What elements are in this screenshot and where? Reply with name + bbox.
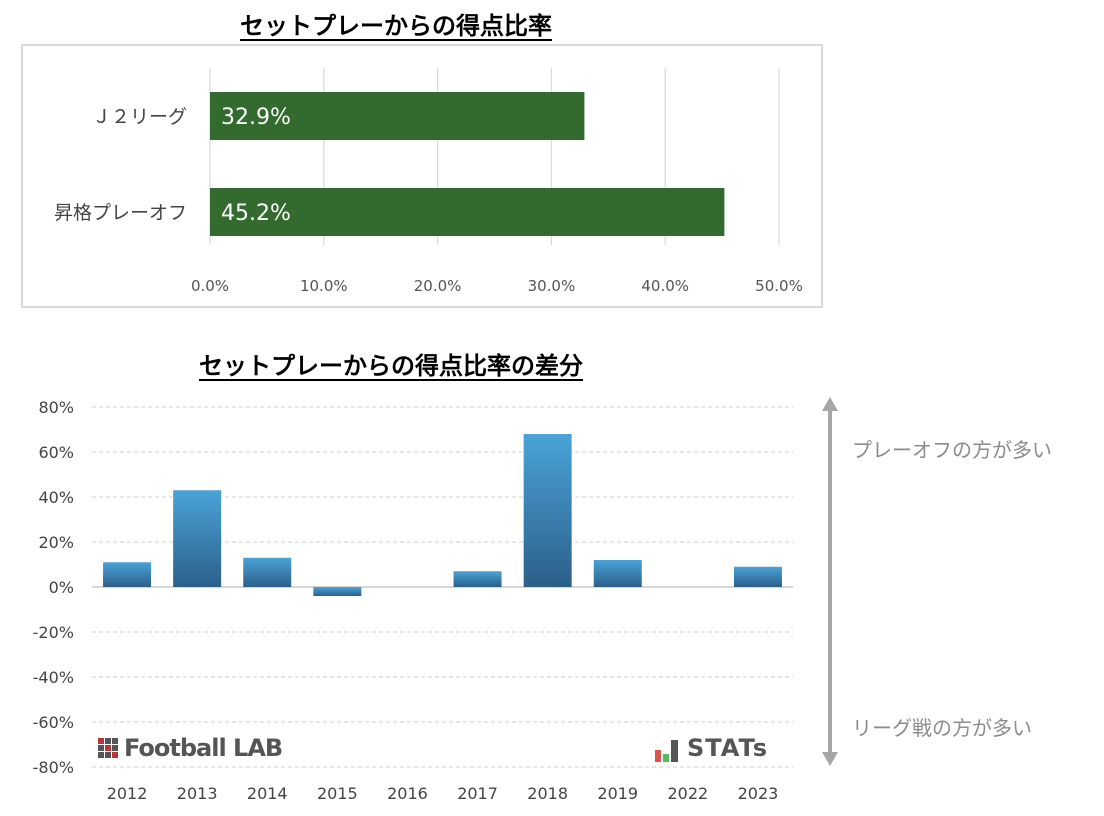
y-tick-label: 20% xyxy=(38,533,74,552)
x-tick-label: 2012 xyxy=(107,784,148,803)
y-tick-label: -60% xyxy=(33,713,74,732)
x-tick-label: 2016 xyxy=(387,784,428,803)
x-tick-label: 2017 xyxy=(457,784,498,803)
y-tick-label: -40% xyxy=(33,668,74,687)
bar-2023 xyxy=(733,566,782,587)
x-tick-label: 2015 xyxy=(317,784,358,803)
bar-2015 xyxy=(313,587,362,596)
chart1-panel xyxy=(21,44,823,308)
y-tick-label: 0% xyxy=(49,578,74,597)
x-tick-label: 2014 xyxy=(247,784,288,803)
bar-chart-logo-icon xyxy=(655,740,678,762)
bar-2017 xyxy=(453,571,502,587)
x-tick-label: 2022 xyxy=(667,784,708,803)
y-tick-label: 60% xyxy=(38,443,74,462)
bar-2018 xyxy=(523,434,572,587)
bar-2012 xyxy=(103,562,152,587)
annotation-playoff-more: プレーオフの方が多い xyxy=(852,438,1052,462)
x-tick-label: 2023 xyxy=(738,784,779,803)
x-tick-label: 2018 xyxy=(527,784,568,803)
grid-logo-icon xyxy=(98,738,118,758)
arrow-up-icon xyxy=(822,397,838,411)
y-tick-label: -20% xyxy=(33,623,74,642)
x-tick-label: 2013 xyxy=(177,784,218,803)
bar-2019 xyxy=(593,560,642,587)
football-lab-logo-text: Football LAB xyxy=(124,734,283,762)
y-tick-label: 40% xyxy=(38,488,74,507)
stats-logo-text: STATs xyxy=(687,734,768,762)
annotation-league-more: リーグ戦の方が多い xyxy=(852,716,1032,740)
chart2-title: セットプレーからの得点比率の差分 xyxy=(199,352,583,380)
bar-2013 xyxy=(173,490,222,587)
y-tick-label: -80% xyxy=(33,758,74,777)
x-tick-label: 2019 xyxy=(597,784,638,803)
y-tick-label: 80% xyxy=(38,398,74,417)
chart1-title: セットプレーからの得点比率 xyxy=(240,12,552,40)
arrow-down-icon xyxy=(822,752,838,766)
bar-2014 xyxy=(243,557,292,587)
